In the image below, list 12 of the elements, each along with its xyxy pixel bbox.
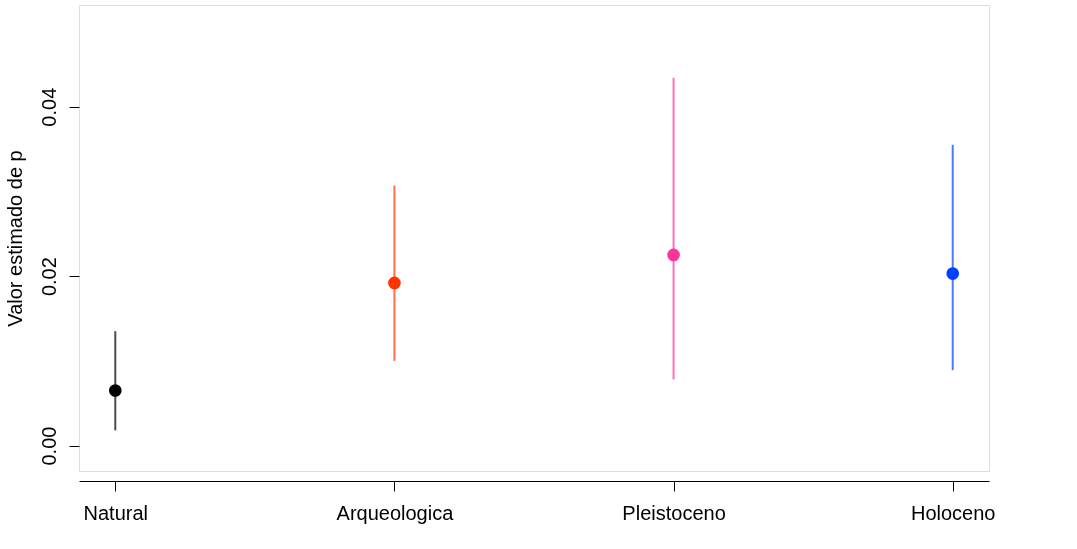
y-tick-label: 0.04 bbox=[37, 87, 60, 127]
point bbox=[667, 248, 680, 262]
y-axis-title: Valor estimado de p bbox=[3, 150, 26, 327]
x-tick-label: Holoceno bbox=[910, 501, 996, 524]
x-tick-label: Natural bbox=[83, 501, 149, 524]
point bbox=[388, 276, 401, 290]
point bbox=[108, 384, 122, 397]
point bbox=[946, 267, 960, 280]
y-tick-label: 0.00 bbox=[37, 426, 60, 466]
x-tick-label: Arqueologica bbox=[336, 501, 455, 524]
x-tick-label: Pleistoceno bbox=[622, 501, 726, 524]
y-tick-label: 0.02 bbox=[37, 257, 60, 297]
